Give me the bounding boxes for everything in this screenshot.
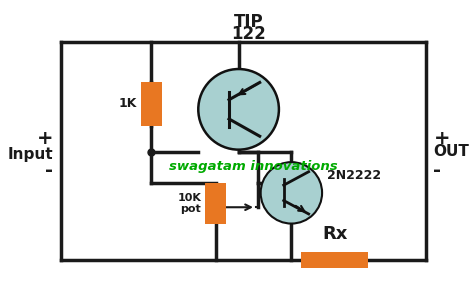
Text: +: + (433, 129, 450, 148)
Bar (141, 82, 162, 126)
Text: 1K: 1K (118, 97, 137, 110)
Text: Rx: Rx (322, 225, 347, 243)
Text: 122: 122 (231, 25, 265, 43)
Bar (301, 252, 368, 268)
Text: 2N2222: 2N2222 (327, 169, 381, 182)
Text: swagatam innovations: swagatam innovations (169, 160, 337, 173)
Text: pot: pot (181, 204, 201, 214)
Circle shape (261, 162, 322, 224)
Text: +: + (37, 129, 54, 148)
Text: -: - (433, 161, 441, 180)
Text: OUT: OUT (433, 144, 469, 159)
Circle shape (198, 69, 279, 150)
Text: -: - (46, 161, 54, 180)
Text: TIP: TIP (233, 13, 263, 31)
Text: Input: Input (8, 147, 54, 162)
Text: 10K: 10K (177, 193, 201, 203)
Bar (205, 183, 226, 224)
